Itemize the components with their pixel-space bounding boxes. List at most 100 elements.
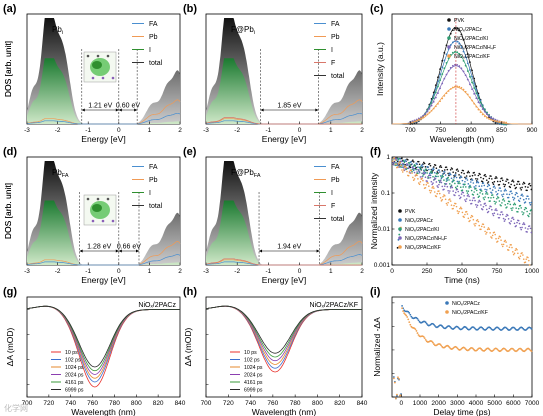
panel-f-point [415, 166, 418, 169]
panel-f-point [401, 171, 404, 173]
panel-f-point [506, 178, 509, 181]
panel-f-point [476, 218, 479, 221]
panel-i-point [433, 323, 435, 326]
panel-a-letter: (a) [3, 3, 17, 15]
panel-f-point [459, 182, 461, 185]
panel-f-point [485, 233, 487, 235]
panel-g-series-line [26, 305, 180, 383]
panel-f-point [480, 190, 483, 192]
panel-c-point [469, 61, 471, 64]
panel-f-point [521, 211, 523, 213]
panel-f-point [428, 189, 431, 192]
panel-f-point [483, 198, 486, 201]
panel-d-i-area [27, 200, 180, 265]
panel-f-point [449, 187, 452, 189]
panel-b-legend-label: F [331, 60, 335, 67]
panel-f-point [496, 213, 499, 215]
panel-f-point [518, 183, 521, 186]
panel-f-point [411, 172, 413, 174]
panel-f-point [403, 161, 406, 164]
panel-c-point [477, 97, 480, 99]
panel-f-point [431, 168, 433, 171]
panel-f-point [416, 163, 418, 165]
panel-c-point [441, 73, 444, 75]
panel-f-point [489, 187, 491, 190]
panel-e-inset-title-main: F@Pb [231, 168, 254, 177]
panel-f-point [501, 195, 504, 198]
panel-c-point [434, 91, 437, 94]
panel-g-xtick-label: 740 [65, 400, 76, 407]
panel-f-point [506, 202, 509, 205]
panel-c-point [473, 77, 476, 80]
panel-f-point [399, 163, 402, 165]
panel-f-point [406, 170, 408, 173]
panel-f-point [425, 169, 428, 171]
panel-f-point [527, 256, 529, 259]
panel-f-point [527, 215, 530, 218]
panel-f-point [524, 261, 527, 263]
panel-f-point [409, 166, 412, 169]
panel-f-point [443, 195, 446, 197]
panel-f-point [450, 185, 453, 188]
panel-f-point [439, 164, 442, 167]
panel-c-point [471, 99, 473, 102]
panel-f-point [440, 200, 443, 202]
panel-i-point [395, 397, 397, 400]
panel-f-point [519, 197, 522, 200]
panel-g-xtick-label: 760 [87, 400, 98, 407]
panel-f-point [422, 183, 425, 186]
panel-f-point [486, 185, 489, 188]
panel-c-point [479, 101, 482, 104]
panel-b-ylabel: DOS [arb. unit] [3, 41, 13, 97]
panel-c-legend-marker [447, 45, 451, 49]
panel-a-gap-arrowhead [134, 108, 138, 112]
panel-f-point [498, 216, 501, 219]
panel-i-xtick-label: 1000 [413, 400, 428, 407]
panel-a-inset-title-sub: i [62, 30, 63, 36]
panel-f-point [473, 223, 475, 225]
panel-a-legend-label: Pb [149, 34, 158, 41]
panel-f-point [500, 204, 502, 207]
panel-f-point [467, 170, 470, 173]
panel-f-point [457, 212, 460, 215]
panel-c-point [451, 29, 454, 32]
panel-f-point [509, 222, 512, 225]
panel-c-point [490, 118, 493, 121]
panel-c-point [441, 82, 444, 85]
panel-h-series-line [205, 305, 362, 369]
panel-f-point [526, 231, 528, 233]
panel-f-point [487, 196, 490, 199]
panel-h-xtick-label: 700 [201, 400, 212, 407]
panel-f-point [475, 185, 477, 187]
panel-c-point [456, 27, 459, 30]
panel-f-point [476, 204, 479, 207]
panel-f-point [512, 216, 514, 219]
panel-f-point [442, 172, 444, 175]
panel-f-point [414, 175, 417, 177]
panel-f-point [492, 196, 495, 199]
panel-g-frame [26, 296, 181, 398]
panel-f-point [474, 174, 476, 176]
panel-f-point [487, 181, 490, 183]
panel-f-point [490, 175, 492, 177]
panel-f-point [460, 207, 463, 210]
panel-h-legend-label: 6999 ps [244, 388, 263, 394]
panel-f-point [396, 158, 398, 161]
panel-c-point [432, 100, 435, 103]
panel-f-letter: (f) [370, 146, 381, 158]
panel-f-point [463, 172, 465, 175]
panel-f-point [438, 192, 441, 195]
panel-e-gap-arrowhead [316, 249, 320, 253]
panel-h-series-line [205, 305, 362, 354]
panel-f-point [472, 218, 475, 221]
panel-c-point [441, 66, 444, 69]
panel-e-xtick-label: 2 [360, 268, 364, 275]
panel-f-point [487, 210, 490, 213]
panel-f-point [446, 168, 449, 171]
panel-g-legend-label: 102 ps [65, 358, 81, 364]
panel-c-point [469, 96, 471, 99]
panel-f-point [407, 174, 410, 177]
panel-f-point [495, 190, 497, 193]
panel-f-point [477, 174, 480, 177]
panel-f-ytick-label: 0.001 [374, 262, 391, 269]
